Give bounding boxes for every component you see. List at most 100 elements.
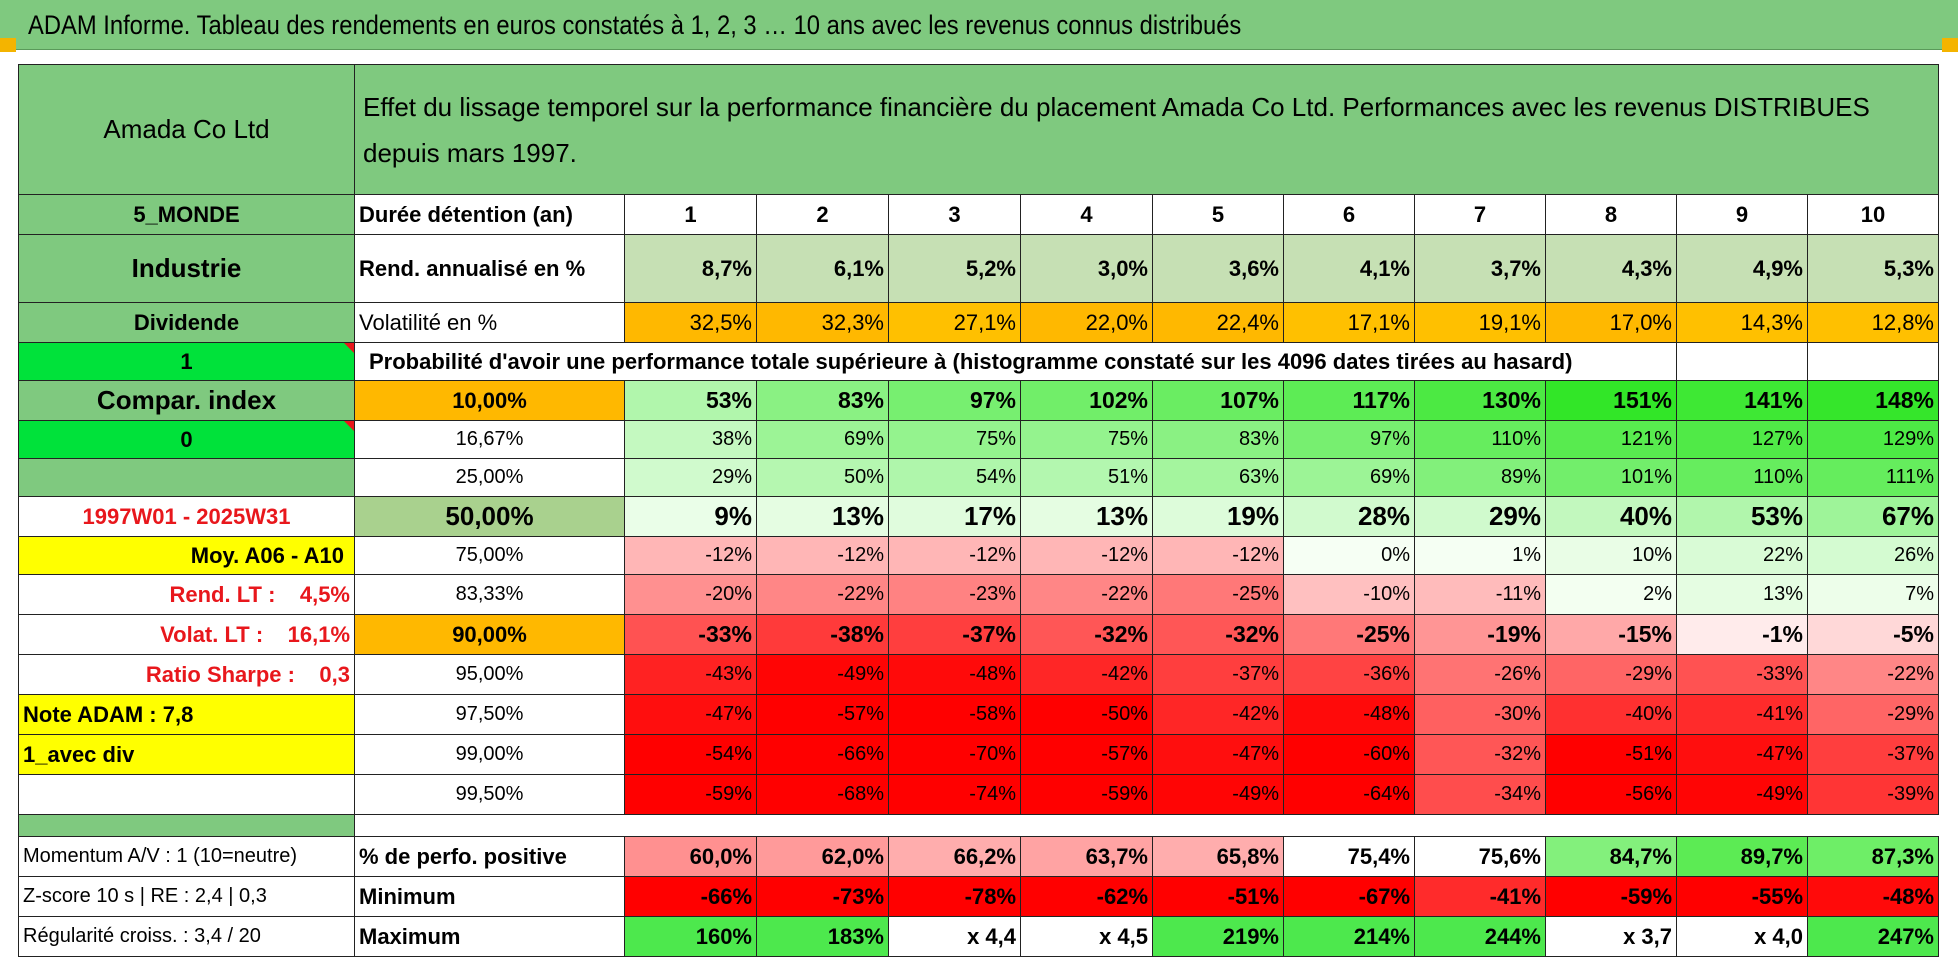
prob-cell: 101%	[1545, 458, 1677, 497]
prob-title: Probabilité d'avoir une performance tota…	[354, 342, 1677, 381]
compar-label: Compar. index	[18, 380, 355, 421]
prob-cell: 97%	[888, 380, 1021, 421]
prob-threshold: 99,50%	[354, 774, 625, 815]
prob-cell: -12%	[624, 536, 757, 575]
duration-label: Durée détention (an)	[354, 194, 625, 235]
prob-cell: 10%	[1545, 536, 1677, 575]
prob-cell: -49%	[1152, 774, 1284, 815]
pos-cell-9: 89,7%	[1676, 836, 1808, 877]
prob-cell: -23%	[888, 574, 1021, 615]
year-header-7: 7	[1414, 194, 1546, 235]
prob-cell: 1%	[1414, 536, 1546, 575]
prob-cell: 151%	[1545, 380, 1677, 421]
pos-cell-1: 60,0%	[624, 836, 757, 877]
prob-cell: -37%	[1807, 734, 1939, 775]
min-cell-8: -59%	[1545, 876, 1677, 917]
prob-cell: 22%	[1676, 536, 1808, 575]
min-cell-5: -51%	[1152, 876, 1284, 917]
prob-cell: -11%	[1414, 574, 1546, 615]
empty-cell	[18, 814, 355, 837]
year-header-9: 9	[1676, 194, 1808, 235]
vol-cell-5: 22,4%	[1152, 302, 1284, 343]
min-cell-2: -73%	[756, 876, 889, 917]
moy-label: Moy. A06 - A10	[18, 536, 355, 575]
prob-cell: 110%	[1414, 420, 1546, 459]
prob-cell: -33%	[1676, 654, 1808, 695]
max-cell-7: 244%	[1414, 916, 1546, 957]
prob-cell: -51%	[1545, 734, 1677, 775]
rend-cell-2: 6,1%	[756, 234, 889, 303]
prob-cell: -56%	[1545, 774, 1677, 815]
title-bar: ADAM Informe. Tableau des rendements en …	[0, 0, 1958, 50]
prob-cell: -5%	[1807, 614, 1939, 655]
regularite-label: Régularité croiss. : 3,4 / 20	[18, 916, 355, 957]
min-cell-9: -55%	[1676, 876, 1808, 917]
min-cell-10: -48%	[1807, 876, 1939, 917]
prob-cell: -58%	[888, 694, 1021, 735]
prob-cell: 28%	[1283, 496, 1415, 537]
prob-cell: -38%	[756, 614, 889, 655]
rend-cell-10: 5,3%	[1807, 234, 1939, 303]
rend-cell-7: 3,7%	[1414, 234, 1546, 303]
prob-cell: 141%	[1676, 380, 1808, 421]
prob-cell: 63%	[1152, 458, 1284, 497]
momentum-label: Momentum A/V : 1 (10=neutre)	[18, 836, 355, 877]
prob-threshold: 90,00%	[354, 614, 625, 655]
prob-cell: -10%	[1283, 574, 1415, 615]
spacer-row	[354, 814, 1939, 837]
prob-threshold: 99,00%	[354, 734, 625, 775]
pos-cell-2: 62,0%	[756, 836, 889, 877]
prob-cell: 97%	[1283, 420, 1415, 459]
prob-cell: -40%	[1545, 694, 1677, 735]
rend-cell-3: 5,2%	[888, 234, 1021, 303]
prob-cell: -25%	[1152, 574, 1284, 615]
flag-cell-2: 0	[18, 420, 355, 459]
prob-cell: -68%	[756, 774, 889, 815]
prob-threshold: 10,00%	[354, 380, 625, 421]
rend-cell-5: 3,6%	[1152, 234, 1284, 303]
prob-cell: 130%	[1414, 380, 1546, 421]
prob-cell: -37%	[888, 614, 1021, 655]
prob-cell: -1%	[1676, 614, 1808, 655]
prob-cell: -33%	[624, 614, 757, 655]
min-cell-6: -67%	[1283, 876, 1415, 917]
prob-cell: -22%	[1807, 654, 1939, 695]
prob-cell: -70%	[888, 734, 1021, 775]
pos-cell-3: 66,2%	[888, 836, 1021, 877]
pos-label: % de perfo. positive	[354, 836, 625, 877]
corner-marker-right	[1942, 38, 1958, 52]
prob-cell: -66%	[756, 734, 889, 775]
rend-cell-8: 4,3%	[1545, 234, 1677, 303]
min-cell-4: -62%	[1020, 876, 1153, 917]
prob-cell: 53%	[624, 380, 757, 421]
prob-cell: -47%	[1152, 734, 1284, 775]
prob-threshold: 95,00%	[354, 654, 625, 695]
prob-threshold: 83,33%	[354, 574, 625, 615]
dividend-label: Dividende	[18, 302, 355, 343]
prob-cell: -12%	[1152, 536, 1284, 575]
prob-cell: -54%	[624, 734, 757, 775]
prob-cell: -57%	[756, 694, 889, 735]
prob-threshold: 16,67%	[354, 420, 625, 459]
prob-cell: 29%	[1414, 496, 1546, 537]
prob-cell: -41%	[1676, 694, 1808, 735]
year-header-10: 10	[1807, 194, 1939, 235]
prob-cell: 50%	[756, 458, 889, 497]
vol-cell-9: 14,3%	[1676, 302, 1808, 343]
prob-cell: 13%	[1020, 496, 1153, 537]
prob-cell: -48%	[1283, 694, 1415, 735]
flag-cell-1: 1	[18, 342, 355, 381]
prob-cell: -12%	[1020, 536, 1153, 575]
rend-lt: Rend. LT : 4,5%	[18, 574, 355, 615]
prob-cell: 111%	[1807, 458, 1939, 497]
prob-cell: -15%	[1545, 614, 1677, 655]
prob-cell: -12%	[756, 536, 889, 575]
rend-cell-6: 4,1%	[1283, 234, 1415, 303]
vol-cell-1: 32,5%	[624, 302, 757, 343]
period-label: 1997W01 - 2025W31	[18, 496, 355, 537]
prob-cell: 107%	[1152, 380, 1284, 421]
prob-cell: 9%	[624, 496, 757, 537]
prob-cell: -60%	[1283, 734, 1415, 775]
prob-cell: 40%	[1545, 496, 1677, 537]
max-cell-3: x 4,4	[888, 916, 1021, 957]
